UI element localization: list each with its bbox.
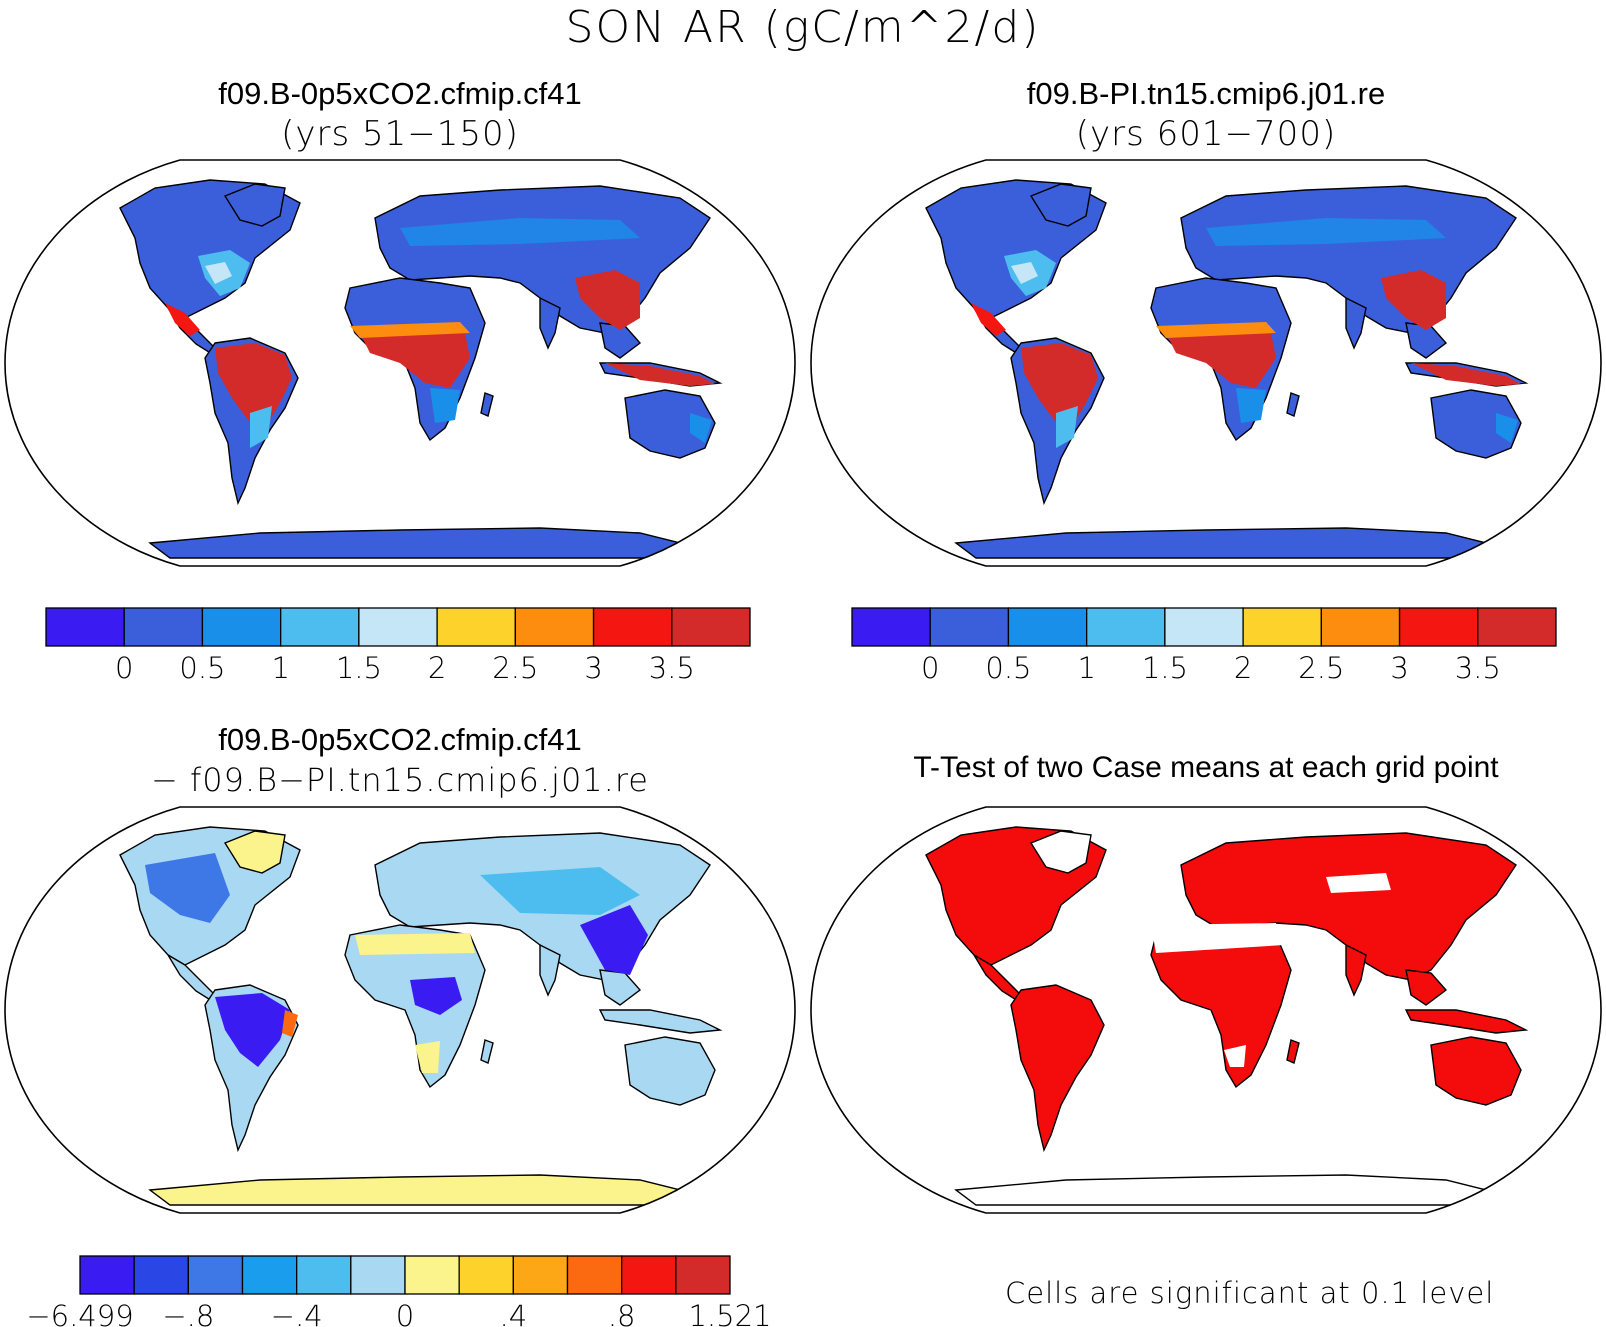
colorbar-tick-label: −.8 [162, 1299, 214, 1327]
colorbar-tick-label: −.4 [271, 1299, 323, 1327]
colorbar-tick-label: 3 [1390, 651, 1408, 685]
panel-3-colorbar: −6.499 −.8 −.4 0 .4 .8 1.521 [26, 1255, 772, 1327]
colorbar-tick-label: 0.5 [985, 651, 1031, 685]
colorbar-swatch [621, 1255, 677, 1295]
colorbar-tick-label: .8 [608, 1299, 636, 1327]
colorbar-swatch [201, 607, 282, 647]
colorbar-tick-label: 0 [396, 1299, 414, 1327]
colorbar-tick-label: 1.521 [688, 1299, 771, 1327]
panel-2-subtitle: (yrs 601−700) [1075, 114, 1337, 154]
panel-4-title: T-Test of two Case means at each grid po… [913, 751, 1499, 784]
colorbar-swatch [675, 1255, 731, 1295]
colorbar-tick-label: 3.5 [1455, 651, 1501, 685]
colorbar-swatch [1164, 607, 1244, 647]
panel-1-subtitle: (yrs 51−150) [281, 114, 519, 154]
panel-1-map [4, 159, 796, 567]
colorbar-tick-label: 2.5 [492, 651, 538, 685]
colorbar-swatch [187, 1255, 244, 1295]
colorbar-swatch [566, 1255, 623, 1295]
colorbar-tick-label: 1.5 [336, 651, 382, 685]
colorbar-swatch [280, 607, 360, 647]
colorbar-tick-label: −6.499 [26, 1299, 133, 1327]
colorbar-tick-label: 1 [1077, 651, 1095, 685]
colorbar-swatch [671, 607, 751, 647]
colorbar-swatch [133, 1255, 189, 1295]
colorbar-swatch [1320, 607, 1401, 647]
panel-4-map [810, 806, 1602, 1214]
colorbar-tick-label: 2 [428, 651, 446, 685]
colorbar-swatch [929, 607, 1010, 647]
colorbar-swatch [241, 1255, 298, 1295]
panel-2-map [810, 159, 1602, 567]
colorbar-swatch [592, 607, 673, 647]
colorbar-swatch [350, 1255, 406, 1295]
colorbar-swatch [404, 1255, 460, 1295]
colorbar-swatch [358, 607, 438, 647]
colorbar-swatch [79, 1255, 135, 1295]
colorbar-swatch [123, 607, 204, 647]
colorbar-tick-label: 2.5 [1298, 651, 1344, 685]
colorbar-swatch [1007, 607, 1088, 647]
colorbar-swatch [436, 607, 516, 647]
panel-1-title: f09.B-0p5xCO2.cfmip.cf41 [218, 76, 582, 111]
ttest-footnote: Cells are significant at 0.1 level [1005, 1276, 1495, 1310]
colorbar-tick-label: 1.5 [1142, 651, 1188, 685]
colorbar-tick-label: 0 [115, 651, 133, 685]
panel-2-colorbar: 0 0.5 1 1.5 2 2.5 3 3.5 [851, 607, 1557, 685]
colorbar-tick-label: 3.5 [649, 651, 695, 685]
colorbar-swatch [458, 1255, 514, 1295]
colorbar-tick-label: 3 [584, 651, 602, 685]
colorbar-swatch [514, 607, 595, 647]
panel-2-title: f09.B-PI.tn15.cmip6.j01.re [1026, 76, 1386, 111]
colorbar-swatch [1398, 607, 1479, 647]
colorbar-swatch [45, 607, 125, 647]
colorbar-tick-label: .4 [499, 1299, 527, 1327]
colorbar-swatch [512, 1255, 569, 1295]
figure-title: SON AR (gC/m^2/d) [565, 2, 1041, 53]
colorbar-tick-label: 2 [1234, 651, 1252, 685]
colorbar-tick-label: 1 [271, 651, 289, 685]
panel-1-colorbar: 0 0.5 1 1.5 2 2.5 3 3.5 [45, 607, 751, 685]
colorbar-tick-label: 0 [921, 651, 939, 685]
panel-3-map [4, 806, 796, 1214]
colorbar-tick-label: 0.5 [179, 651, 225, 685]
colorbar-swatch [1242, 607, 1322, 647]
panel-3-subtitle: − f09.B−PI.tn15.cmip6.j01.re [151, 761, 649, 799]
colorbar-swatch [1477, 607, 1557, 647]
colorbar-swatch [1086, 607, 1166, 647]
colorbar-swatch [851, 607, 931, 647]
panel-3-title: f09.B-0p5xCO2.cfmip.cf41 [218, 722, 582, 757]
colorbar-swatch [296, 1255, 352, 1295]
